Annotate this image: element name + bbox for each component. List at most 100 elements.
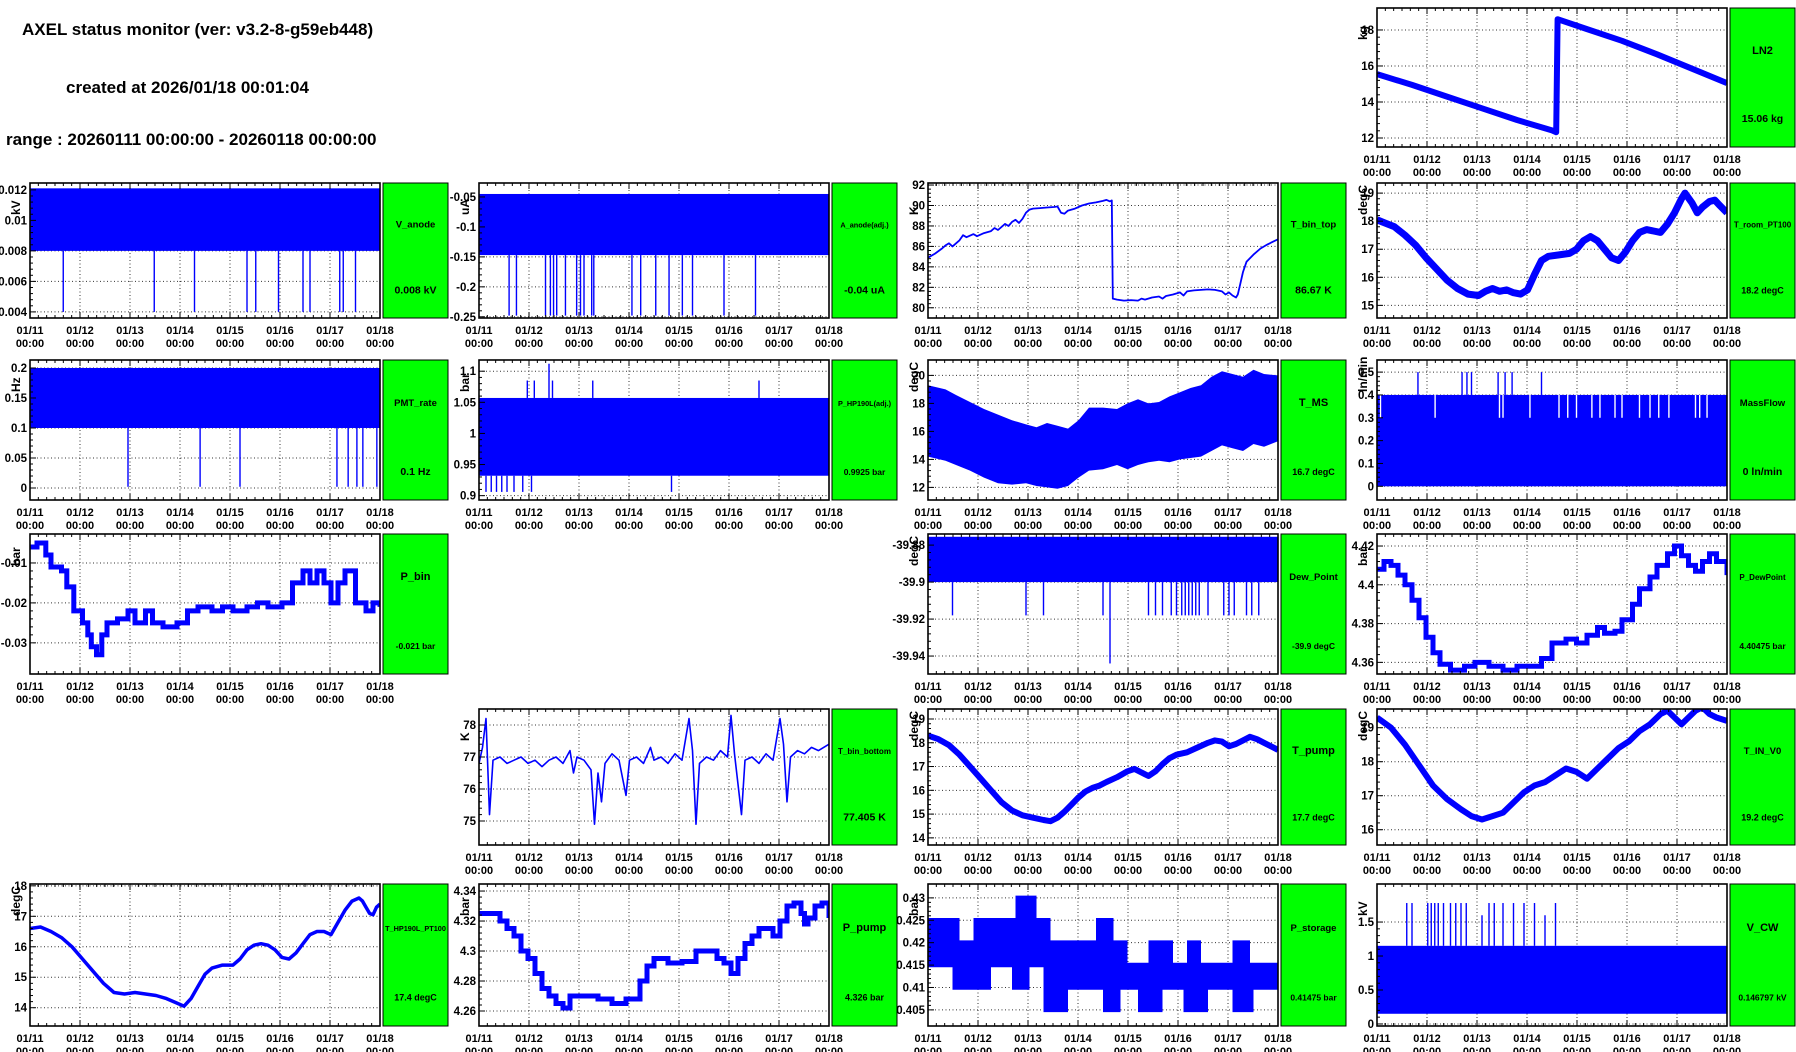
x-tick-time: 00:00 [1164,694,1192,706]
plot-frame [478,883,830,1027]
x-tick-time: 00:00 [66,1046,94,1052]
x-tick-time: 00:00 [1513,865,1541,877]
plot-value: 17.4 degC [394,992,437,1002]
plot-T_pump: 01/1100:0001/1200:0001/1300:0001/1400:00… [907,708,1347,877]
x-tick-time: 00:00 [565,1046,593,1052]
x-tick-time: 00:00 [765,338,793,350]
plot-data-series [928,732,1278,825]
x-tick-label: 01/18 [366,325,394,337]
x-tick-time: 00:00 [1214,694,1242,706]
x-tick-time: 00:00 [316,338,344,350]
y-tick-label: 92 [912,180,925,192]
x-tick-time: 00:00 [116,520,144,532]
x-tick-label: 01/13 [1463,154,1491,166]
x-tick-label: 01/17 [1214,852,1242,864]
y-axis-unit: degC [907,362,921,392]
x-tick-label: 01/16 [1613,325,1641,337]
y-tick-label: 0.95 [454,460,477,472]
x-tick-label: 01/15 [216,1033,244,1045]
plot-data-series [928,895,1278,1013]
y-tick-label: -0.05 [450,192,477,204]
x-tick-label: 01/12 [515,1033,543,1045]
x-tick-label: 01/11 [1364,852,1391,864]
x-tick-time: 00:00 [465,520,493,532]
plot-label: T_bin_top [1291,220,1337,231]
x-tick-label: 01/12 [515,325,543,337]
x-tick-time: 00:00 [1513,1046,1541,1052]
y-tick-label: 0.1 [1358,458,1375,470]
y-tick-label: 16 [14,942,27,954]
x-tick-label: 01/16 [266,507,294,519]
x-tick-time: 00:00 [1513,694,1541,706]
plot-data-series [479,900,829,1011]
x-tick-label: 01/15 [665,1033,693,1045]
plot-P_pump: 01/1100:0001/1200:0001/1300:0001/1400:00… [454,883,898,1052]
x-tick-label: 01/12 [964,852,992,864]
x-tick-label: 01/15 [216,507,244,519]
x-tick-label: 01/14 [1064,325,1092,337]
status-box [831,182,898,319]
x-tick-label: 01/17 [1214,681,1242,693]
x-tick-label: 01/14 [1513,507,1541,519]
plot-value: 16.7 degC [1292,467,1335,477]
plot-label: PMT_rate [394,398,437,409]
x-tick-label: 01/11 [915,681,942,693]
x-tick-time: 00:00 [266,694,294,706]
x-tick-label: 01/16 [1164,852,1192,864]
x-tick-label: 01/13 [1014,1033,1042,1045]
x-tick-time: 00:00 [665,865,693,877]
y-tick-label: 90 [912,201,925,213]
x-tick-label: 01/15 [216,325,244,337]
x-tick-label: 01/17 [316,325,344,337]
y-axis-unit: kV [9,200,23,215]
y-tick-label: 17 [1361,244,1374,256]
plot-label: T_HP190L_PT100 [385,924,446,933]
y-tick-label: 82 [912,282,925,294]
x-tick-time: 00:00 [1014,338,1042,350]
x-tick-time: 00:00 [1413,520,1441,532]
y-axis-unit: degC [9,886,23,916]
x-tick-label: 01/18 [1713,1033,1741,1045]
status-box [831,883,898,1027]
y-tick-label: 0 [21,483,27,495]
plot-value: 0.9925 bar [844,467,886,477]
y-axis-unit: K [458,732,472,741]
x-tick-time: 00:00 [1513,167,1541,179]
plot-label: V_CW [1747,922,1779,934]
x-tick-label: 01/13 [1463,681,1491,693]
x-tick-label: 01/18 [815,852,843,864]
x-tick-time: 00:00 [715,338,743,350]
x-tick-time: 00:00 [964,865,992,877]
y-tick-label: 16 [912,785,925,797]
y-tick-label: 0.42 [903,938,925,950]
y-tick-label: 0.05 [5,453,28,465]
plot-value: -0.04 uA [844,285,885,297]
x-tick-label: 01/17 [765,507,793,519]
x-tick-label: 01/14 [166,681,194,693]
x-tick-label: 01/18 [1713,325,1741,337]
y-tick-label: 80 [912,303,925,315]
x-tick-time: 00:00 [515,865,543,877]
x-tick-time: 00:00 [1014,694,1042,706]
x-tick-time: 00:00 [465,1046,493,1052]
y-tick-label: 16 [912,426,925,438]
x-tick-time: 00:00 [266,1046,294,1052]
x-tick-time: 00:00 [1064,338,1092,350]
x-tick-time: 00:00 [1064,1046,1092,1052]
x-tick-time: 00:00 [366,1046,394,1052]
plot-value: 0.146797 kV [1738,992,1787,1002]
x-tick-label: 01/16 [1164,325,1192,337]
x-tick-label: 01/17 [1663,325,1691,337]
x-tick-time: 00:00 [366,694,394,706]
x-tick-time: 00:00 [1713,865,1741,877]
x-tick-label: 01/16 [1613,507,1641,519]
y-tick-label: 18 [14,881,27,893]
plot-label: P_bin [401,571,431,583]
plot-data-series [928,198,1278,302]
x-tick-label: 01/16 [1164,507,1192,519]
plot-label: T_IN_V0 [1744,746,1782,757]
y-tick-label: 18 [1361,216,1374,228]
x-tick-time: 00:00 [1663,1046,1691,1052]
x-tick-label: 01/18 [1264,325,1292,337]
x-tick-time: 00:00 [964,694,992,706]
